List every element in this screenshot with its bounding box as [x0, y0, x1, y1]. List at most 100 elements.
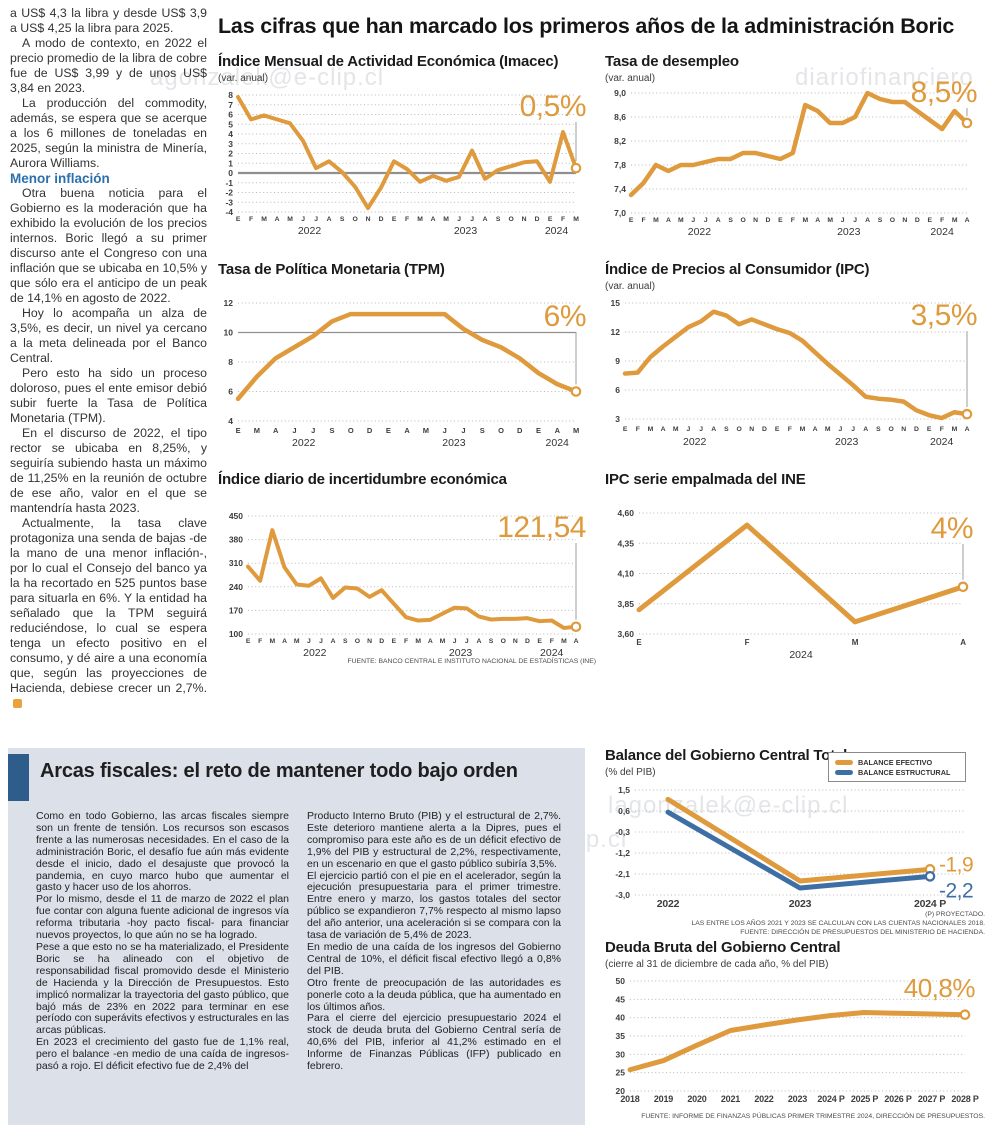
svg-text:M: M — [800, 426, 806, 433]
chart-incertidumbre: Índice diario de incertidumbre económica… — [218, 471, 596, 684]
svg-text:M: M — [952, 217, 958, 224]
svg-text:7,4: 7,4 — [614, 184, 626, 194]
svg-text:A: A — [661, 426, 666, 433]
svg-text:N: N — [902, 217, 907, 224]
svg-text:2021: 2021 — [721, 1094, 740, 1104]
svg-text:E: E — [636, 638, 642, 647]
svg-text:A: A — [327, 216, 332, 223]
headline-accent-bar — [8, 754, 29, 801]
svg-text:2024: 2024 — [930, 226, 954, 238]
svg-text:45: 45 — [616, 994, 626, 1004]
svg-text:M: M — [423, 426, 429, 435]
svg-text:A: A — [275, 216, 280, 223]
series-line — [235, 311, 579, 402]
svg-text:M: M — [852, 638, 859, 647]
svg-text:E: E — [778, 217, 783, 224]
svg-text:-2,1: -2,1 — [615, 869, 630, 879]
chart-imacec: Índice Mensual de Actividad Económica (I… — [218, 53, 596, 254]
svg-text:40: 40 — [616, 1013, 626, 1023]
svg-text:A: A — [273, 426, 279, 435]
svg-text:O: O — [501, 638, 506, 645]
legend-swatch-estructural — [835, 769, 853, 775]
svg-text:A: A — [815, 217, 820, 224]
svg-text:S: S — [489, 638, 494, 645]
svg-text:M: M — [952, 426, 958, 433]
fiscal-panel: Arcas fiscales: el reto de mantener todo… — [8, 748, 585, 1125]
balance-legend: BALANCE EFECTIVO BALANCE ESTRUCTURAL — [828, 752, 966, 782]
svg-text:2022: 2022 — [688, 226, 712, 238]
svg-text:A: A — [960, 638, 966, 647]
svg-text:2019: 2019 — [654, 1094, 673, 1104]
svg-text:F: F — [940, 426, 944, 433]
svg-text:2028 P: 2028 P — [951, 1094, 979, 1104]
svg-text:E: E — [536, 426, 541, 435]
svg-text:35: 35 — [616, 1031, 626, 1041]
series-line — [665, 796, 933, 884]
svg-text:2023: 2023 — [835, 436, 859, 448]
chart-desempleo-plot: 9,0 8,6 8,2 7,8 7,4 7,0 E F M A M J J A S O N D E F M A M J J A S O… — [605, 76, 985, 248]
svg-text:D: D — [762, 426, 767, 433]
svg-text:F: F — [641, 217, 645, 224]
svg-text:8,2: 8,2 — [614, 136, 626, 146]
svg-text:4,10: 4,10 — [617, 569, 634, 579]
left-article-column: a US$ 4,3 la libra y desde US$ 3,9 a US$… — [10, 6, 207, 711]
svg-text:8,5%: 8,5% — [911, 76, 977, 109]
svg-text:E: E — [386, 426, 391, 435]
svg-text:-1: -1 — [225, 178, 233, 188]
legend-label: BALANCE EFECTIVO — [858, 757, 933, 767]
svg-text:A: A — [431, 216, 436, 223]
svg-text:S: S — [340, 216, 345, 223]
article-paragraph: En el discurso de 2022, el tipo rector s… — [10, 426, 207, 515]
svg-text:D: D — [914, 426, 919, 433]
svg-text:M: M — [573, 216, 579, 223]
svg-text:9,0: 9,0 — [614, 88, 626, 98]
svg-text:J: J — [457, 216, 461, 223]
svg-text:3,85: 3,85 — [617, 599, 634, 609]
article-subhead: Menor inflación — [10, 171, 110, 186]
svg-text:2023: 2023 — [454, 225, 478, 237]
svg-text:A: A — [331, 638, 336, 645]
svg-text:2023: 2023 — [442, 437, 466, 449]
svg-text:A: A — [483, 216, 488, 223]
svg-text:S: S — [329, 426, 334, 435]
chart-subtitle — [218, 491, 596, 503]
svg-text:J: J — [853, 217, 857, 224]
svg-text:N: N — [749, 426, 754, 433]
svg-text:N: N — [367, 638, 372, 645]
svg-text:M: M — [825, 426, 831, 433]
svg-text:O: O — [498, 426, 504, 435]
svg-text:-2,2: -2,2 — [939, 879, 973, 902]
series-line — [236, 94, 578, 211]
svg-text:M: M — [673, 426, 679, 433]
svg-text:E: E — [537, 638, 542, 645]
svg-text:E: E — [548, 216, 553, 223]
svg-text:O: O — [352, 216, 357, 223]
svg-text:4: 4 — [228, 416, 233, 426]
svg-text:J: J — [314, 216, 318, 223]
article-paragraph: Pero esto ha sido un proceso doloroso, p… — [10, 366, 207, 425]
svg-text:-3: -3 — [225, 197, 233, 207]
chart-title: Deuda Bruta del Gobierno Central — [605, 939, 841, 956]
panel-headline: Arcas fiscales: el reto de mantener todo… — [40, 760, 518, 782]
svg-text:A: A — [711, 426, 716, 433]
svg-text:E: E — [246, 638, 251, 645]
svg-text:A: A — [865, 217, 870, 224]
svg-text:1,5: 1,5 — [618, 785, 630, 795]
svg-text:-4: -4 — [225, 207, 233, 217]
svg-text:N: N — [522, 216, 527, 223]
end-dot — [959, 1009, 971, 1021]
svg-text:12: 12 — [224, 298, 234, 308]
chart-footnotes: (P) PROYECTADO. LAS ENTRE LOS AÑOS 2021 … — [605, 910, 985, 937]
svg-text:S: S — [496, 216, 501, 223]
svg-text:6%: 6% — [544, 300, 586, 333]
svg-text:J: J — [691, 217, 695, 224]
series-line — [246, 528, 578, 630]
svg-text:A: A — [404, 426, 410, 435]
svg-text:2024: 2024 — [546, 437, 570, 449]
svg-text:J: J — [839, 426, 843, 433]
svg-text:8: 8 — [228, 90, 233, 100]
svg-text:S: S — [728, 217, 733, 224]
svg-text:D: D — [915, 217, 920, 224]
chart-subtitle — [605, 491, 985, 503]
series-line — [628, 90, 970, 198]
